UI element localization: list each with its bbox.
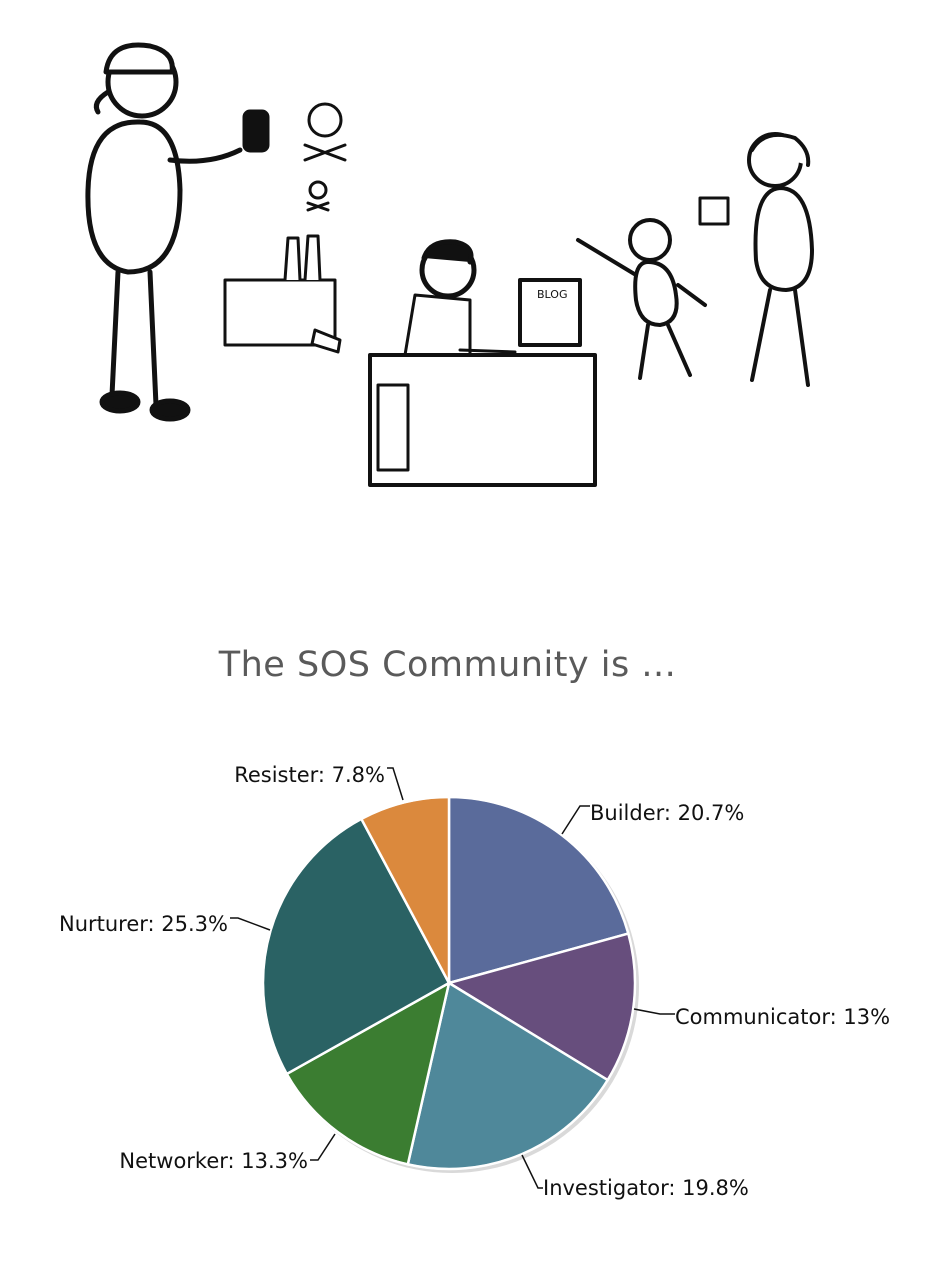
chart-title: The SOS Community is ... (218, 645, 677, 685)
factory-drawing (223, 234, 342, 354)
pie-rim (262, 796, 636, 1170)
leader-line-investigator (521, 1154, 543, 1189)
woman-with-notepad (698, 132, 814, 387)
pie-label-communicator: Communicator: 13% (675, 1005, 890, 1029)
person-with-cup (85, 42, 270, 422)
blogger-at-desk (368, 239, 597, 487)
pie-label-investigator: Investigator: 19.8% (543, 1176, 749, 1200)
leader-line-nurturer (230, 917, 271, 931)
pie-label-networker: Networker: 13.3% (119, 1149, 308, 1173)
skull-icon (303, 102, 347, 212)
cartoon-illustration: BLOG (85, 42, 814, 487)
leader-line-resister (387, 767, 404, 801)
pie-label-resister: Resister: 7.8% (234, 763, 385, 787)
leader-line-networker (310, 1133, 336, 1161)
pointing-person (576, 218, 707, 380)
pie-label-nurturer: Nurturer: 25.3% (59, 912, 228, 936)
leader-line-communicator (633, 1008, 675, 1015)
monitor-label: BLOG (537, 288, 567, 301)
leader-line-builder (561, 805, 590, 835)
pie-label-builder: Builder: 20.7% (590, 801, 744, 825)
